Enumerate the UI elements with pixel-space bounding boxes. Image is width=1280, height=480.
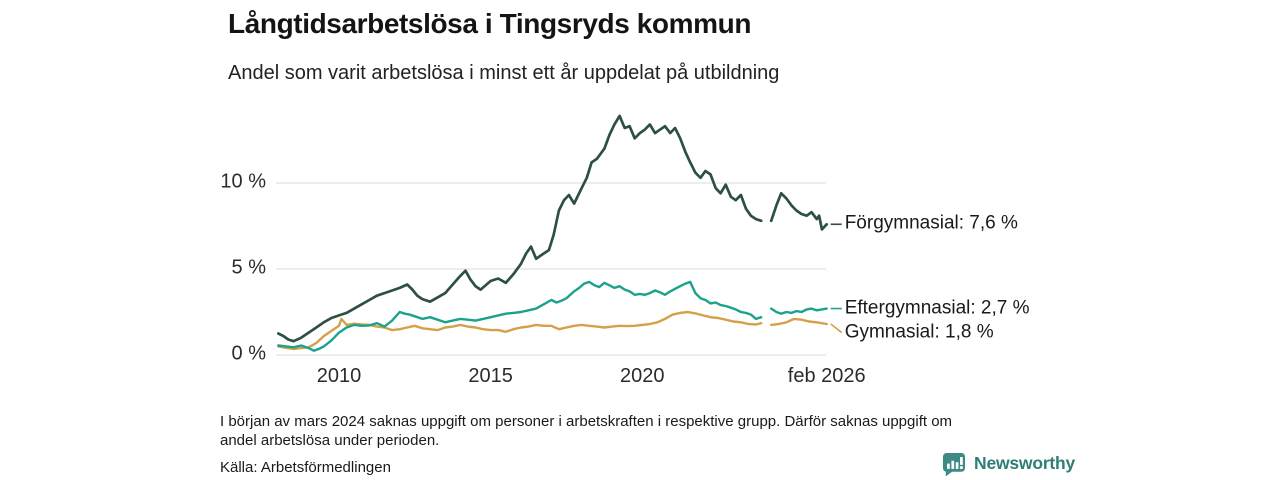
newsworthy-logo: Newsworthy: [941, 450, 1075, 477]
chart-footnote: I början av mars 2024 saknas uppgift om …: [220, 413, 1080, 450]
chart-subtitle: Andel som varit arbetslösa i minst ett å…: [228, 62, 780, 84]
series-label-forgymnasial: Förgymnasial: 7,6 %: [844, 212, 1018, 234]
series-label-gymnasial: Gymnasial: 1,8 %: [844, 321, 994, 343]
y-axis-tick-label: 5 %: [231, 256, 266, 279]
series-label-eftergymnasial: Eftergymnasial: 2,7 %: [844, 297, 1030, 319]
footnote-line: andel arbetslösa under perioden.: [220, 431, 440, 449]
x-axis-tick-label: 2010: [316, 365, 362, 387]
x-axis-tick-label: 2015: [468, 365, 513, 387]
y-axis-tick-label: 10 %: [220, 170, 266, 193]
newsworthy-wordmark: Newsworthy: [974, 453, 1076, 473]
chart-title: Långtidsarbetslösa i Tingsryds kommun: [228, 8, 752, 39]
y-axis-tick-label: 0 %: [231, 342, 266, 365]
source-note: Källa: Arbetsförmedlingen: [220, 459, 391, 476]
x-axis-tick-label: feb 2026: [787, 365, 866, 387]
footnote-line: I början av mars 2024 saknas uppgift om …: [220, 413, 953, 430]
newsworthy-bar-chart-bubble-icon: [942, 452, 966, 476]
x-axis-tick-label: 2020: [620, 365, 665, 387]
